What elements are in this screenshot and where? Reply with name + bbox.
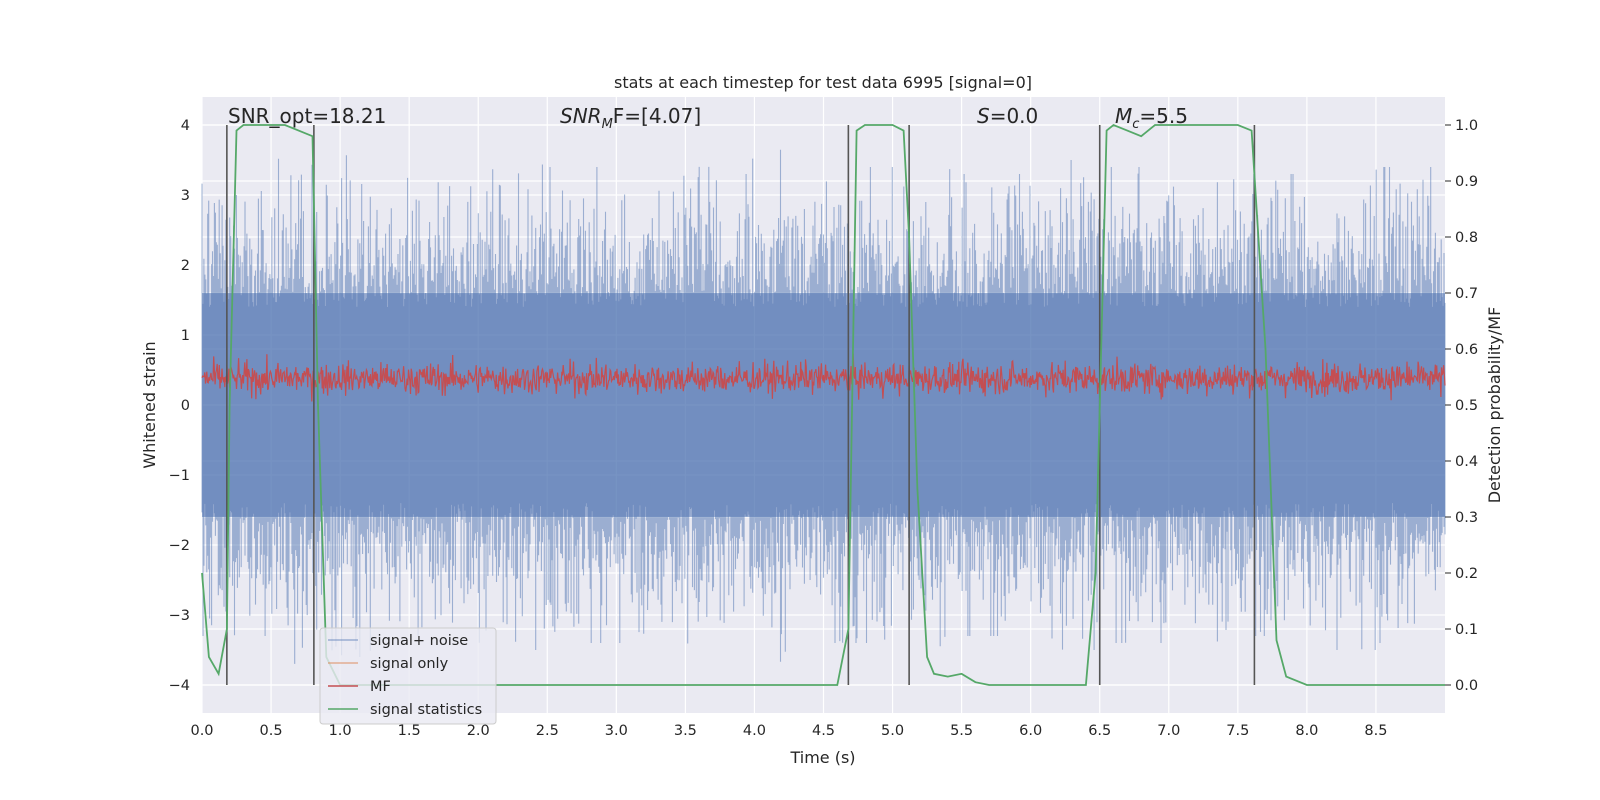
x-tick-label: 7.5 — [1226, 723, 1249, 739]
x-tick-label: 4.0 — [743, 723, 766, 739]
left-y-tick-label: −3 — [169, 608, 190, 624]
annotation-snr-opt: SNR_opt=18.21 — [228, 104, 386, 128]
left-y-tick-label: 2 — [181, 258, 190, 274]
left-y-tick-label: −4 — [169, 678, 190, 694]
x-tick-label: 1.5 — [398, 723, 421, 739]
annotation-s: S=0.0 — [977, 104, 1038, 128]
right-y-tick-label: 0.8 — [1455, 230, 1478, 246]
x-tick-labels: 0.0 0.5 1.0 1.5 2.0 2.5 3.0 3.5 4.0 4.5 5.0 5.5 6.0 6… — [190, 723, 1387, 739]
x-tick-label: 2.5 — [536, 723, 559, 739]
series-signal-statistics — [201, 123, 1445, 686]
right-y-tick-label: 0.6 — [1455, 342, 1478, 358]
left-y-tick-label: 4 — [181, 118, 190, 134]
left-y-tick-label: −1 — [169, 468, 190, 484]
right-y-tick-label: 0.5 — [1455, 398, 1478, 414]
x-tick-label: 5.0 — [881, 723, 904, 739]
right-y-tick-label: 0.9 — [1455, 174, 1478, 190]
x-tick-label: 5.5 — [950, 723, 973, 739]
legend-label-signal-statistics: signal statistics — [370, 702, 482, 718]
legend: signal+ noise signal only MF signal stat… — [319, 627, 497, 725]
x-tick-label: 2.0 — [467, 723, 490, 739]
right-y-axis-label: Detection probability/MF — [1485, 307, 1504, 504]
right-y-tick-label: 0.0 — [1455, 678, 1478, 694]
x-tick-label: 4.5 — [812, 723, 835, 739]
mf-trace — [201, 353, 1446, 402]
right-y-tick-label: 0.1 — [1455, 622, 1478, 638]
noise-trace — [201, 149, 1446, 664]
x-tick-label: 0.0 — [190, 723, 213, 739]
x-tick-label: 8.0 — [1295, 723, 1318, 739]
x-tick-label: 7.0 — [1157, 723, 1180, 739]
left-y-tick-label: 1 — [181, 328, 190, 344]
left-y-tick-label: 3 — [181, 188, 190, 204]
right-y-tick-labels: 1.0 0.9 0.8 0.7 0.6 0.5 0.4 0.3 0.2 0.1 0.0 — [1445, 118, 1478, 694]
right-y-tick-label: 0.2 — [1455, 566, 1478, 582]
x-tick-label: 3.5 — [674, 723, 697, 739]
x-tick-label: 0.5 — [260, 723, 283, 739]
series-mf — [201, 353, 1446, 402]
legend-label-mf: MF — [370, 679, 391, 695]
series-signal-noise — [201, 149, 1446, 664]
x-tick-label: 8.5 — [1364, 723, 1387, 739]
right-y-tick-label: 0.3 — [1455, 510, 1478, 526]
right-y-tick-label: 0.4 — [1455, 454, 1478, 470]
x-tick-label: 6.0 — [1019, 723, 1042, 739]
legend-box — [319, 627, 497, 725]
x-tick-label: 6.5 — [1088, 723, 1111, 739]
left-y-tick-label: 0 — [181, 398, 190, 414]
annotation-snr-mf: SNRMF=[4.07] — [560, 104, 701, 132]
left-y-tick-label: −2 — [169, 538, 190, 554]
right-y-tick-label: 0.7 — [1455, 286, 1478, 302]
signal-statistics-line — [201, 123, 1445, 686]
x-tick-label: 1.0 — [329, 723, 352, 739]
right-y-tick-label: 1.0 — [1455, 118, 1478, 134]
legend-label-signal-only: signal only — [370, 656, 449, 672]
legend-label-signal-noise: signal+ noise — [370, 633, 468, 649]
chart-title: stats at each timestep for test data 699… — [614, 73, 1032, 92]
x-tick-label: 3.0 — [605, 723, 628, 739]
annotation-mc: Mc=5.5 — [1115, 104, 1188, 132]
left-y-tick-labels: 4 3 2 1 0 −1 −2 −3 −4 — [169, 118, 190, 694]
left-y-axis-label: Whitened strain — [140, 341, 159, 468]
x-axis-label: Time (s) — [789, 748, 855, 767]
